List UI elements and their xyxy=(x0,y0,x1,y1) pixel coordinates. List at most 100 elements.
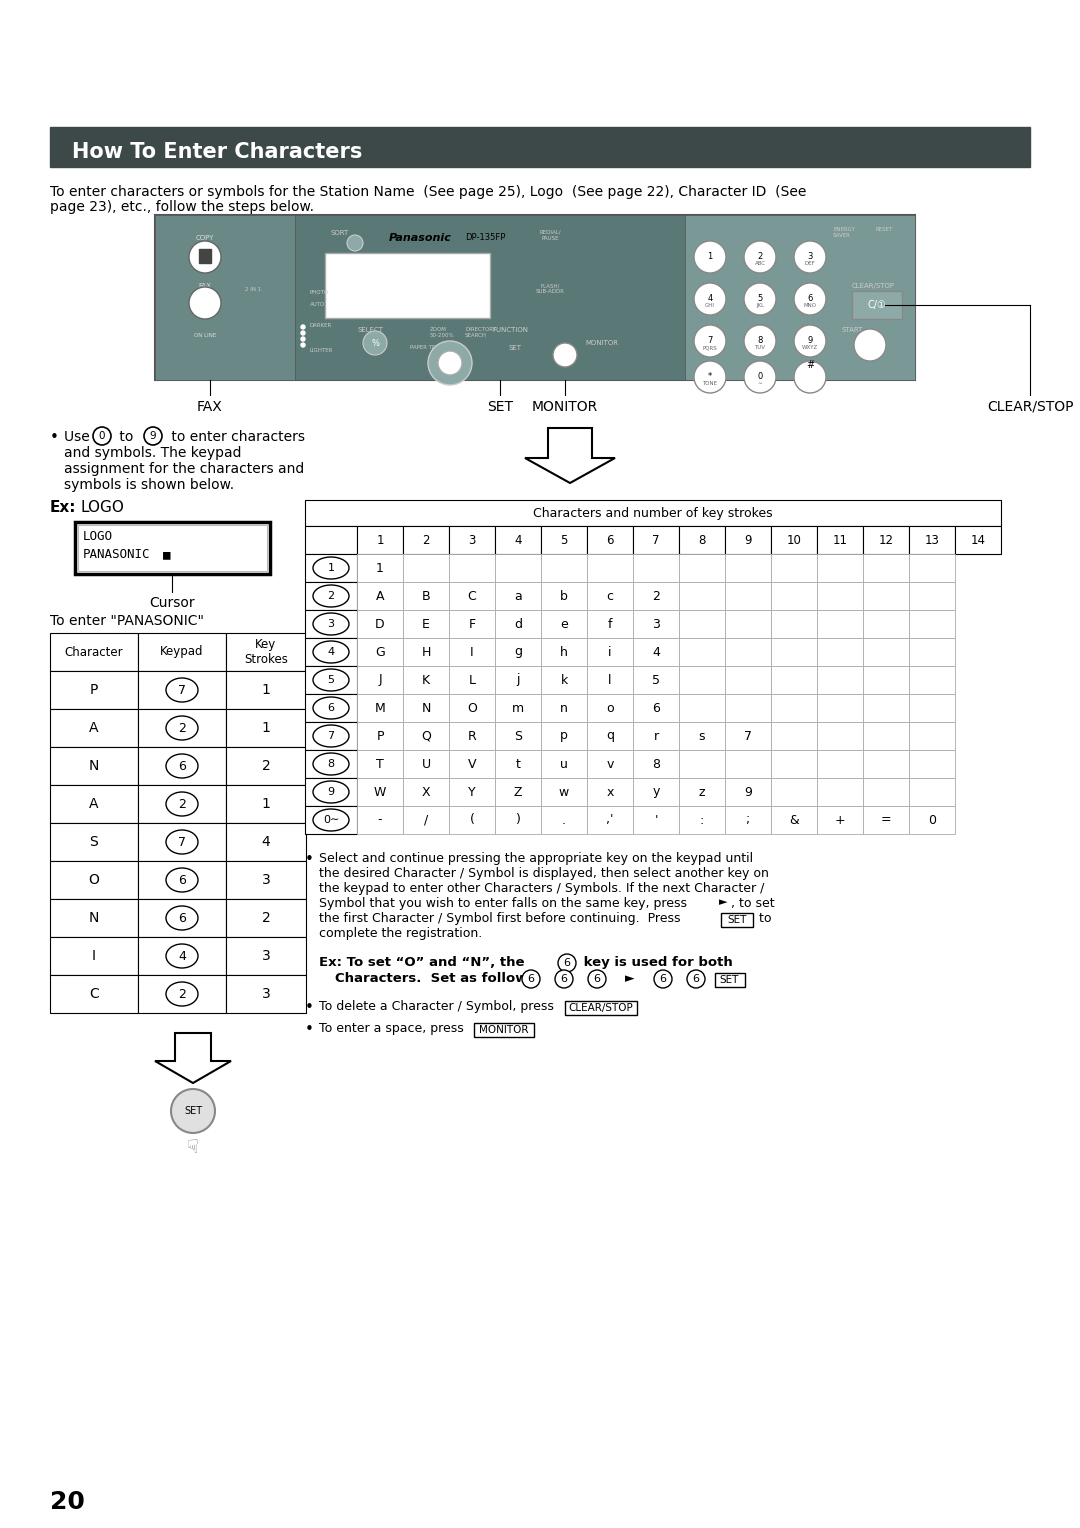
Bar xyxy=(449,805,495,834)
Text: To enter "PANASONIC": To enter "PANASONIC" xyxy=(50,614,204,628)
Text: 2: 2 xyxy=(422,533,430,547)
Bar xyxy=(633,639,679,666)
Bar xyxy=(541,639,588,666)
Text: d: d xyxy=(514,617,522,631)
Text: 6: 6 xyxy=(561,973,567,984)
Text: 9: 9 xyxy=(150,431,157,442)
Text: 3: 3 xyxy=(261,949,270,963)
Text: Characters.  Set as follows:: Characters. Set as follows: xyxy=(335,972,550,986)
Text: k: k xyxy=(561,674,568,686)
Bar xyxy=(541,666,588,694)
Text: SET: SET xyxy=(719,975,739,986)
Circle shape xyxy=(588,970,606,989)
Bar xyxy=(403,610,449,639)
Text: ;: ; xyxy=(746,813,751,827)
Text: g: g xyxy=(514,645,522,659)
Text: m: m xyxy=(512,701,524,715)
Bar xyxy=(403,778,449,805)
Bar xyxy=(771,555,816,582)
Bar xyxy=(679,694,725,723)
Bar xyxy=(633,694,679,723)
Text: 7: 7 xyxy=(178,836,186,848)
Text: /: / xyxy=(423,813,428,827)
Text: C: C xyxy=(90,987,99,1001)
Bar xyxy=(541,555,588,582)
Bar xyxy=(449,666,495,694)
Text: -: - xyxy=(378,813,382,827)
Text: P: P xyxy=(90,683,98,697)
Text: D: D xyxy=(375,617,384,631)
Bar xyxy=(771,805,816,834)
Text: 4: 4 xyxy=(327,646,335,657)
Bar xyxy=(75,523,270,575)
Ellipse shape xyxy=(313,781,349,804)
Bar xyxy=(771,582,816,610)
Text: 4: 4 xyxy=(178,949,186,963)
Text: 6: 6 xyxy=(808,293,812,303)
Text: 3: 3 xyxy=(652,617,660,631)
Text: the desired Character / Symbol is displayed, then select another key on: the desired Character / Symbol is displa… xyxy=(319,866,769,880)
Text: CLEAR/STOP: CLEAR/STOP xyxy=(987,400,1074,414)
Polygon shape xyxy=(525,428,615,483)
Text: Select and continue pressing the appropriate key on the keypad until: Select and continue pressing the appropr… xyxy=(319,853,753,865)
Text: ': ' xyxy=(654,813,658,827)
Bar xyxy=(725,639,771,666)
Text: to: to xyxy=(755,912,771,924)
Bar xyxy=(863,666,909,694)
Text: Symbol that you wish to enter falls on the same key, press: Symbol that you wish to enter falls on t… xyxy=(319,897,691,911)
Bar xyxy=(679,805,725,834)
Bar xyxy=(725,610,771,639)
Bar xyxy=(725,526,771,555)
Text: 1: 1 xyxy=(376,533,383,547)
Text: x: x xyxy=(606,785,613,799)
Text: Ex:: Ex: xyxy=(50,500,77,515)
Text: DP-135FP: DP-135FP xyxy=(465,232,505,241)
Bar xyxy=(226,937,306,975)
Text: 1: 1 xyxy=(707,252,713,261)
Circle shape xyxy=(144,426,162,445)
Text: To enter characters or symbols for the Station Name  (See page 25), Logo  (See p: To enter characters or symbols for the S… xyxy=(50,185,807,199)
Text: 11: 11 xyxy=(833,533,848,547)
Bar xyxy=(816,610,863,639)
Text: DARKER: DARKER xyxy=(310,322,333,329)
Ellipse shape xyxy=(313,808,349,831)
Circle shape xyxy=(438,351,462,374)
Bar xyxy=(909,805,955,834)
Bar xyxy=(138,937,226,975)
Text: 4: 4 xyxy=(514,533,522,547)
Circle shape xyxy=(363,332,387,354)
Text: SORT: SORT xyxy=(330,231,349,235)
Bar xyxy=(449,750,495,778)
Text: 8: 8 xyxy=(757,336,762,345)
Bar xyxy=(955,526,1001,555)
Bar xyxy=(138,785,226,824)
Text: A: A xyxy=(90,721,98,735)
Bar xyxy=(305,666,357,694)
Bar xyxy=(357,778,403,805)
Bar xyxy=(495,723,541,750)
Text: &: & xyxy=(789,813,799,827)
Bar xyxy=(449,778,495,805)
Ellipse shape xyxy=(313,753,349,775)
Text: SET: SET xyxy=(509,345,522,351)
Text: H: H xyxy=(421,645,431,659)
Ellipse shape xyxy=(166,678,198,701)
Text: =: = xyxy=(880,813,891,827)
Bar xyxy=(725,750,771,778)
Bar xyxy=(909,750,955,778)
Bar xyxy=(633,582,679,610)
Text: i: i xyxy=(608,645,611,659)
Bar xyxy=(588,610,633,639)
Circle shape xyxy=(301,342,305,347)
Bar xyxy=(226,709,306,747)
Text: 1: 1 xyxy=(261,721,270,735)
Bar xyxy=(816,778,863,805)
Bar xyxy=(909,555,955,582)
Bar xyxy=(679,750,725,778)
Bar xyxy=(863,582,909,610)
Bar xyxy=(305,639,357,666)
Text: 0: 0 xyxy=(98,431,105,442)
Bar xyxy=(771,666,816,694)
Text: c: c xyxy=(607,590,613,602)
Bar xyxy=(565,1001,637,1015)
